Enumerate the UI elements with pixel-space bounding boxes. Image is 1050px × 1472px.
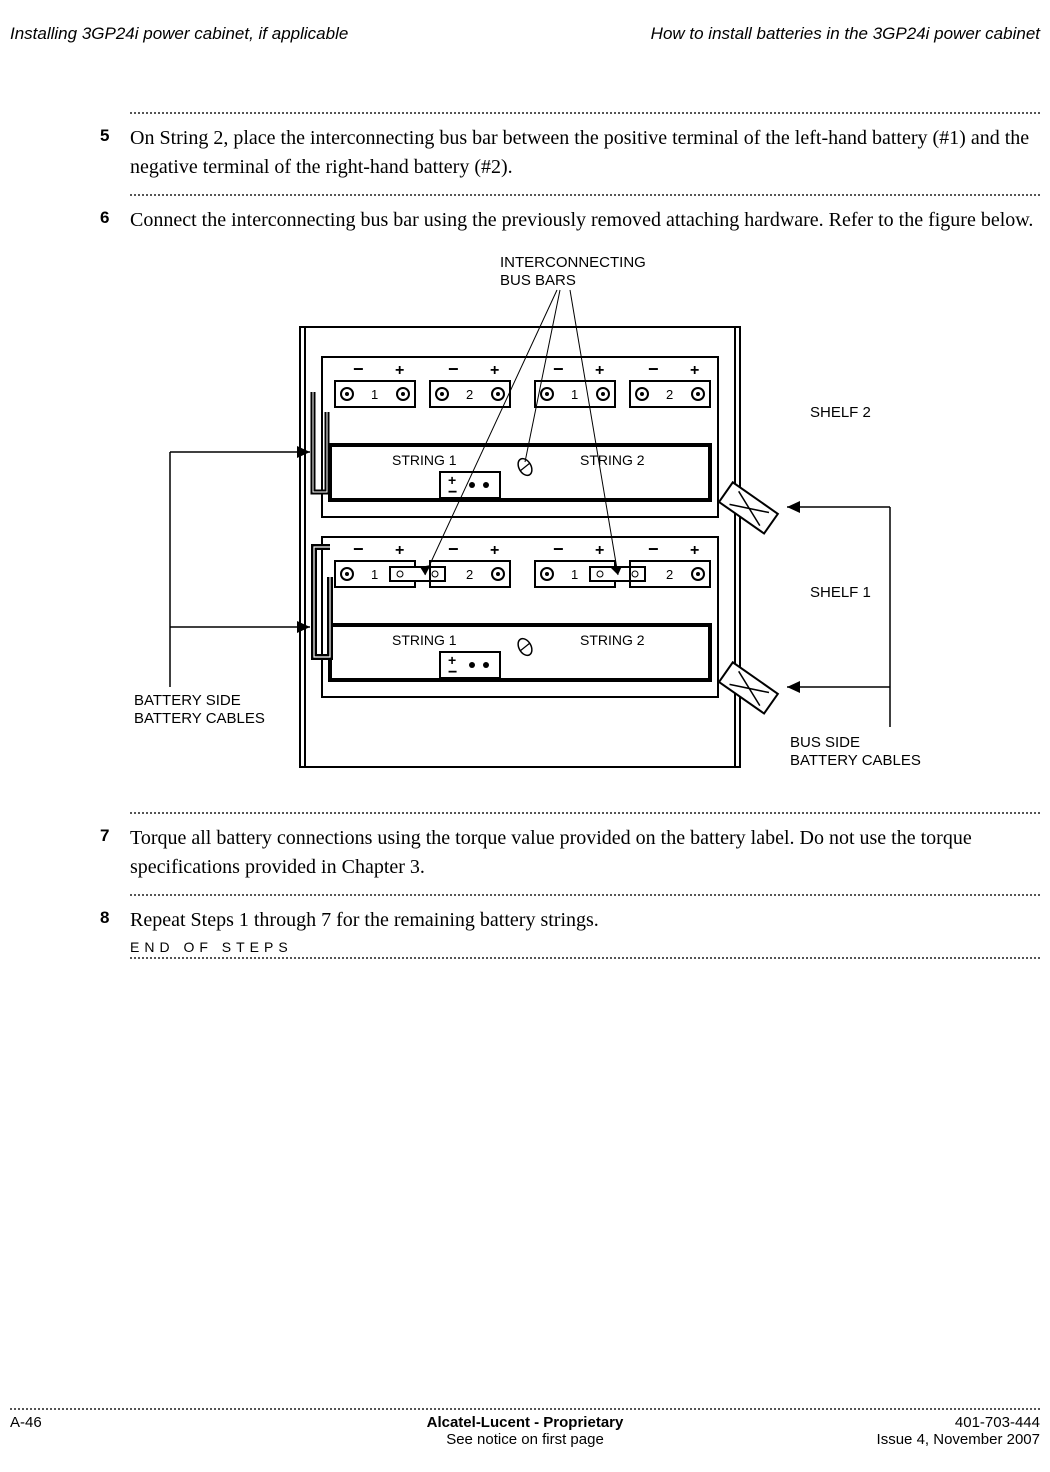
divider	[130, 812, 1040, 814]
step-8-text: Repeat Steps 1 through 7 for the remaini…	[130, 906, 599, 935]
string2-label-lower: STRING 2	[580, 632, 645, 648]
step-6-num: 6	[100, 206, 130, 235]
svg-text:+: +	[395, 362, 404, 379]
svg-text:1: 1	[571, 387, 578, 402]
footer-center-2: See notice on first page	[353, 1431, 696, 1448]
string1-label-upper: STRING 1	[392, 452, 457, 468]
svg-text:+: +	[490, 542, 499, 559]
header-right: How to install batteries in the 3GP24i p…	[651, 24, 1040, 44]
footer-page-num: A-46	[10, 1414, 353, 1448]
shelf-1-group: − + 1 − +	[314, 537, 778, 714]
step-8: 8 Repeat Steps 1 through 7 for the remai…	[130, 906, 1040, 935]
svg-text:−: −	[553, 359, 564, 379]
svg-text:−: −	[448, 664, 457, 681]
battery-diagram: INTERCONNECTING BUS BARS − +	[130, 247, 1040, 782]
svg-text:1: 1	[371, 567, 378, 582]
label-shelf1: SHELF 1	[810, 584, 871, 601]
svg-text:−: −	[353, 539, 364, 559]
divider	[130, 112, 1040, 114]
svg-text:+: +	[595, 542, 604, 559]
divider	[130, 194, 1040, 196]
svg-text:+: +	[395, 542, 404, 559]
step-8-num: 8	[100, 906, 130, 935]
divider	[130, 894, 1040, 896]
step-5-text: On String 2, place the interconnecting b…	[130, 124, 1040, 182]
svg-text:1: 1	[371, 387, 378, 402]
svg-text:2: 2	[466, 387, 473, 402]
label-shelf2: SHELF 2	[810, 404, 871, 421]
page-footer: A-46 Alcatel-Lucent - Proprietary See no…	[10, 1400, 1040, 1448]
label-busbars: BUS BARS	[500, 272, 576, 289]
label-bus-side-1: BUS SIDE	[790, 734, 860, 751]
svg-text:−: −	[448, 539, 459, 559]
footer-right-1: 401-703-444	[697, 1414, 1040, 1431]
svg-text:−: −	[648, 539, 659, 559]
step-7-num: 7	[100, 824, 130, 882]
shelf-2-group: − + 1 − + 2	[313, 357, 778, 534]
cabinet-outline	[300, 327, 740, 767]
svg-text:1: 1	[571, 567, 578, 582]
end-of-steps: END OF STEPS	[130, 947, 1040, 959]
label-battery-side-1: BATTERY SIDE	[134, 692, 241, 709]
svg-text:+: +	[690, 362, 699, 379]
svg-text:+: +	[490, 362, 499, 379]
svg-text:+: +	[690, 542, 699, 559]
footer-center-1: Alcatel-Lucent - Proprietary	[353, 1414, 696, 1431]
label-bus-side-2: BATTERY CABLES	[790, 752, 921, 769]
step-6-text: Connect the interconnecting bus bar usin…	[130, 206, 1033, 235]
svg-text:−: −	[553, 539, 564, 559]
step-5: 5 On String 2, place the interconnecting…	[130, 124, 1040, 182]
svg-text:−: −	[648, 359, 659, 379]
string1-label-lower: STRING 1	[392, 632, 457, 648]
step-5-num: 5	[100, 124, 130, 182]
svg-text:+: +	[595, 362, 604, 379]
svg-text:2: 2	[466, 567, 473, 582]
label-interconnecting: INTERCONNECTING	[500, 254, 646, 271]
svg-text:2: 2	[666, 387, 673, 402]
footer-right-2: Issue 4, November 2007	[697, 1431, 1040, 1448]
svg-text:−: −	[448, 359, 459, 379]
svg-text:−: −	[448, 484, 457, 501]
label-battery-side-2: BATTERY CABLES	[134, 710, 265, 727]
step-7: 7 Torque all battery connections using t…	[130, 824, 1040, 882]
step-6: 6 Connect the interconnecting bus bar us…	[130, 206, 1040, 235]
header-left: Installing 3GP24i power cabinet, if appl…	[10, 24, 348, 44]
svg-text:−: −	[353, 359, 364, 379]
string2-label-upper: STRING 2	[580, 452, 645, 468]
svg-text:2: 2	[666, 567, 673, 582]
end-of-steps-label: END OF STEPS	[130, 939, 299, 955]
step-7-text: Torque all battery connections using the…	[130, 824, 1040, 882]
